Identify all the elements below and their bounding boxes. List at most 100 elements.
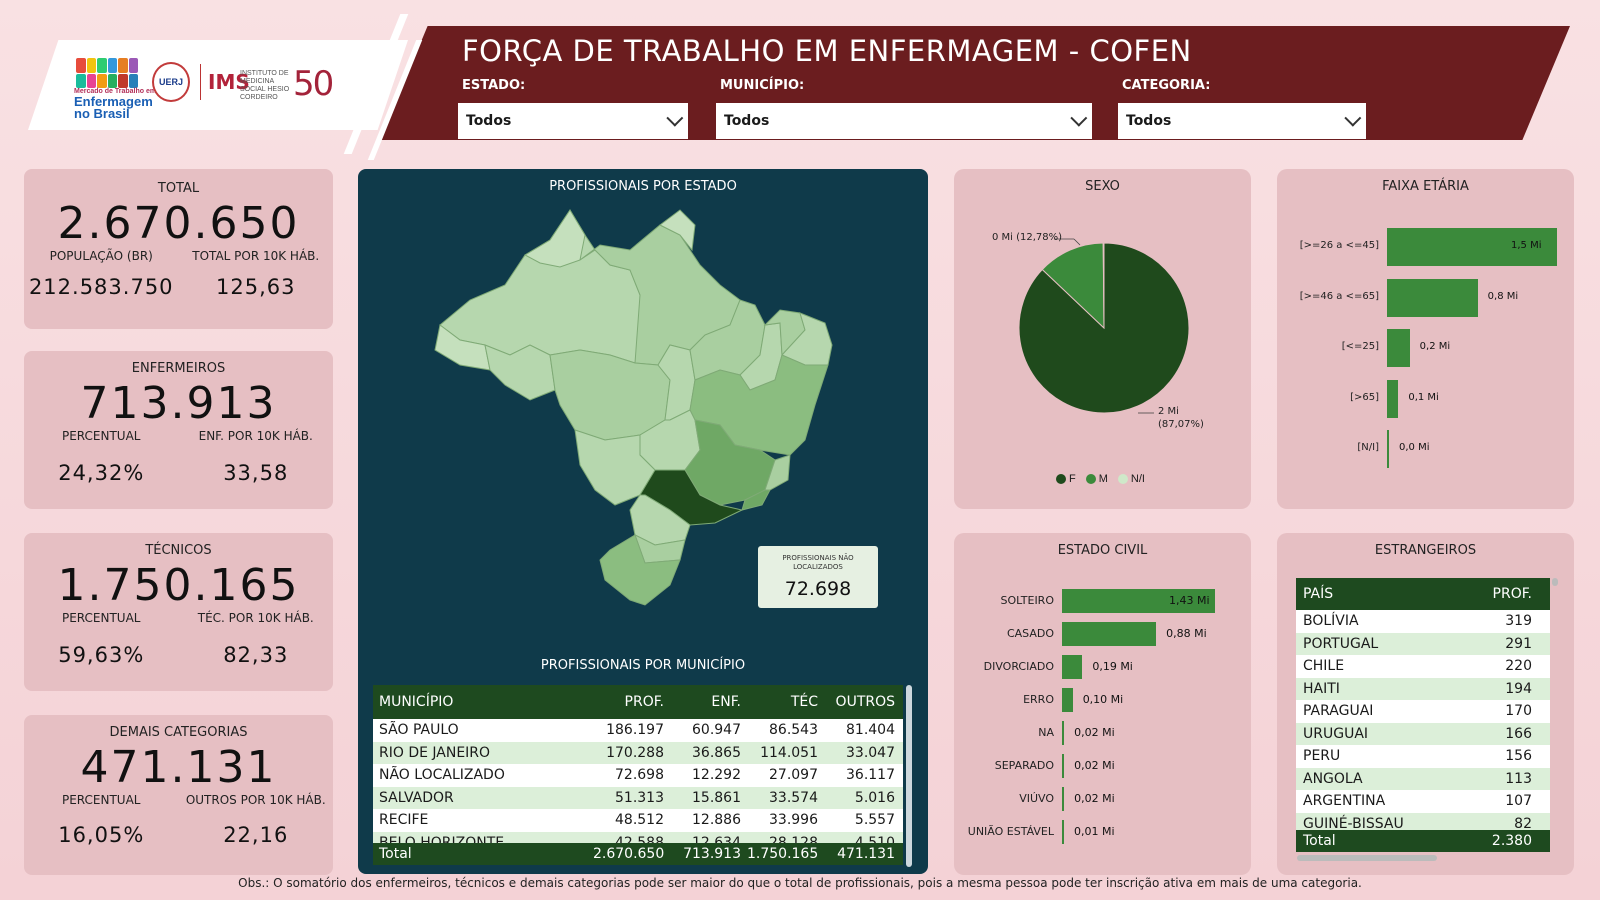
cell: PARAGUAI [1303,703,1374,720]
table-row[interactable]: URUGUAI 166 [1296,722,1550,745]
cell: ANGOLA [1303,770,1363,787]
faixa-etaria-title: FAIXA ETÁRIA [1382,179,1469,194]
table-row[interactable]: PERU 156 [1296,745,1550,768]
table-row[interactable]: HAITI 194 [1296,677,1550,700]
uerj-logo: UERJ [152,62,190,102]
table-row[interactable]: ANGOLA 113 [1296,767,1550,790]
table-row[interactable]: GUINÉ-BISSAU 82 [1296,812,1550,830]
bar[interactable] [1062,754,1065,778]
bar-value-label: 0,8 Mi [1487,290,1519,302]
pie-slice-ni[interactable] [1102,242,1105,329]
cell: Total [1303,833,1336,849]
cell: 36.117 [846,767,895,784]
cell: BOLÍVIA [1303,613,1359,630]
kpi-sub-label: POPULAÇÃO (BR) [49,249,153,263]
table-row[interactable]: BOLÍVIA 319 [1296,610,1550,633]
col-header[interactable]: PROF. [1492,586,1532,602]
cell: NÃO LOCALIZADO [379,767,505,784]
col-header[interactable]: MUNICÍPIO [379,694,454,710]
col-header[interactable]: TÉC [790,694,818,710]
kpi-card-tecnicos: TÉCNICOS 1.750.165 PERCENTUAL 59,63% TÉC.… [24,533,333,691]
table-row[interactable]: NÃO LOCALIZADO 72.698 12.292 27.097 36.1… [373,764,903,787]
cell: 33.996 [769,812,818,829]
bar[interactable] [1387,278,1478,317]
table-row[interactable]: CHILE 220 [1296,655,1550,678]
pie-slice-m[interactable] [1041,242,1105,330]
footnote: Obs.: O somatório dos enfermeiros, técni… [238,876,1362,890]
bar[interactable] [1387,329,1410,367]
kpi-sub-label: TOTAL POR 10K HÁB. [192,249,320,263]
table-row[interactable]: PORTUGAL 291 [1296,632,1550,655]
bar[interactable] [1387,228,1557,266]
bar-category-label: [>=26 a <=45] [1299,240,1379,251]
table-body: BOLÍVIA 319 PORTUGAL 291 CHILE 220 HAITI 194… [1296,610,1550,830]
bar-value-label: 1,43 Mi [1169,594,1210,607]
bar-category-label: UNIÃO ESTÁVEL [967,825,1054,838]
cell: 107 [1505,793,1532,810]
bar[interactable] [1387,430,1389,468]
cell: 82 [1514,815,1532,830]
bar[interactable] [1062,622,1157,646]
kpi-sub-label: TÉC. POR 10K HÁB. [197,611,314,625]
col-header[interactable]: PROF. [624,694,664,710]
cell: RIO DE JANEIRO [379,744,491,761]
kpi-sub-value: 33,58 [223,461,289,485]
cell: 471.131 [837,846,895,862]
col-header[interactable]: OUTROS [835,694,895,710]
bar-category-label: SEPARADO [994,759,1054,772]
col-header[interactable]: ENF. [711,694,741,710]
ims-logo: IMS [208,70,250,94]
cell: 12.292 [692,767,741,784]
cell: HAITI [1303,680,1340,697]
kpi-sub-label: ENF. POR 10K HÁB. [198,429,313,443]
horizontal-scrollbar[interactable] [1297,855,1437,861]
cell: 42.588 [615,834,664,843]
table-row[interactable]: SALVADOR 51.313 15.861 33.574 5.016 [373,786,903,809]
cell: ARGENTINA [1303,793,1386,810]
legend-item[interactable]: N/I [1117,473,1145,485]
cell: 48.512 [615,812,664,829]
sexo-pie-chart[interactable] [954,210,1251,450]
legend-label: N/I [1130,473,1145,485]
bar[interactable] [1062,721,1065,745]
cell: CHILE [1303,658,1345,675]
cell: 28.128 [769,834,818,843]
table-row[interactable]: PARAGUAI 170 [1296,700,1550,723]
legend-item[interactable]: F [1056,473,1076,485]
cell: URUGUAI [1303,725,1369,742]
kpi-title: TÉCNICOS [145,543,212,558]
categoria-select[interactable]: Todos [1118,103,1366,139]
bar[interactable] [1062,589,1215,613]
cell: 713.913 [683,846,741,862]
logo-text: Mercado de Trabalho em [74,88,157,95]
table-row[interactable]: SÃO PAULO 186.197 60.947 86.543 81.404 [373,719,903,742]
kpi-sub-value: 82,33 [223,643,289,667]
vertical-scrollbar[interactable] [1552,578,1558,586]
page-title: FORÇA DE TRABALHO EM ENFERMAGEM - COFEN [462,34,1192,68]
legend-item[interactable]: M [1085,473,1108,485]
bar[interactable] [1062,787,1065,811]
kpi-card-enfermeiros: ENFERMEIROS 713.913 PERCENTUAL 24,32% ENF… [24,351,333,509]
bar[interactable] [1387,379,1399,418]
cell: 36.865 [692,744,741,761]
enfermagem-logo [76,58,138,88]
bar-category-label: [>=46 a <=65] [1299,290,1379,302]
estado-select[interactable]: Todos [458,103,688,139]
table-row[interactable]: RECIFE 48.512 12.886 33.996 5.557 [373,809,903,832]
table-row[interactable]: ARGENTINA 107 [1296,790,1550,813]
brazil-map[interactable] [430,205,860,625]
leader-line [1073,238,1081,246]
bar-category-label: [>65] [1350,391,1379,403]
municipio-select[interactable]: Todos [716,103,1092,139]
faixa-etaria-bar-chart[interactable]: [>=26 a <=45] 1,5 Mi [>=46 a <=65] 0,8 Mi [<… [1277,228,1574,478]
estado-civil-bar-chart[interactable]: SOLTEIRO 1,43 Mi CASADO 0,88 Mi DIVORCIADO 0,… [954,589,1251,859]
bar[interactable] [1062,655,1083,679]
table-row[interactable]: RIO DE JANEIRO 170.288 36.865 114.051 33… [373,741,903,764]
col-header[interactable]: PAÍS [1303,586,1334,602]
table-row[interactable]: BELO HORIZONTE 42.588 12.634 28.128 4.51… [373,831,903,843]
table-scrollbar[interactable] [906,685,912,867]
cell: 51.313 [615,789,664,806]
cell: 5.016 [854,789,895,806]
bar[interactable] [1062,688,1073,712]
bar[interactable] [1062,820,1064,844]
